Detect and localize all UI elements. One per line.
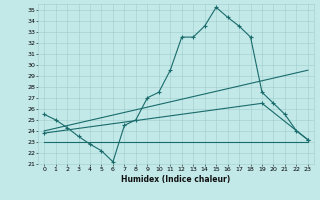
X-axis label: Humidex (Indice chaleur): Humidex (Indice chaleur) xyxy=(121,175,231,184)
